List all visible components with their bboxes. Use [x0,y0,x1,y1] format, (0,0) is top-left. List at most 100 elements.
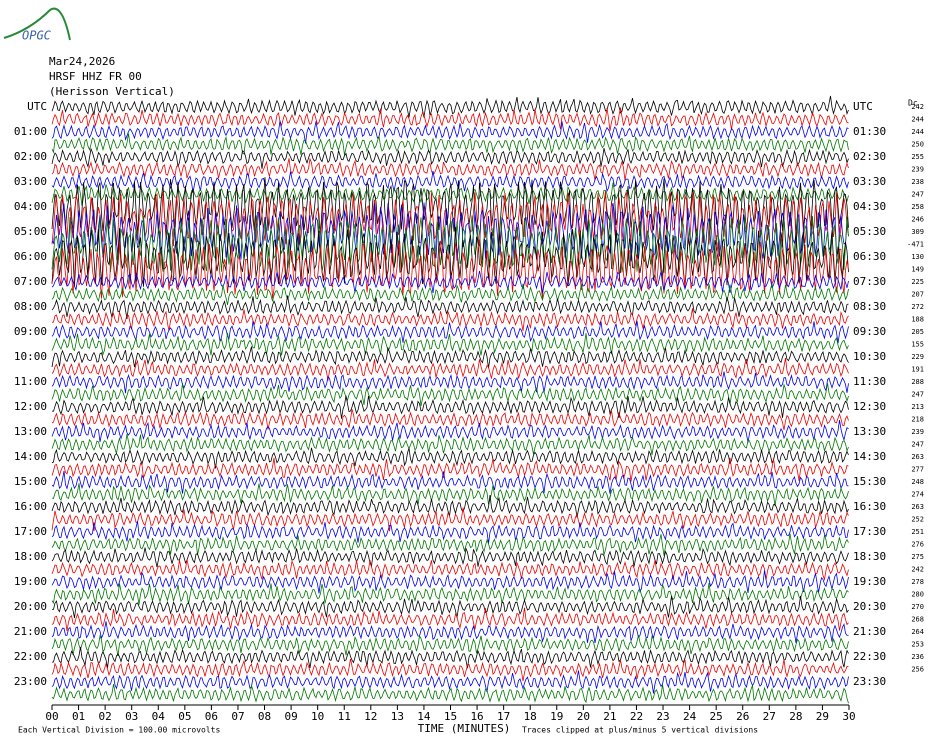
trace [51,483,849,507]
traces [51,95,849,704]
trace [51,295,849,319]
trace [51,320,849,344]
x-tick-label: 22 [630,710,643,723]
dc-value: 218 [911,416,924,424]
dc-value: 238 [911,178,924,186]
trace [51,395,849,419]
x-tick-label: 21 [603,710,616,723]
left-time-label: 07:00 [14,275,47,288]
left-time-label: 11:00 [14,375,47,388]
left-time-label: 18:00 [14,550,47,563]
x-tick-label: 20 [577,710,590,723]
left-time-label: 04:00 [14,200,47,213]
dc-value: 188 [911,316,924,324]
x-tick-label: 05 [178,710,191,723]
dc-value: 272 [911,303,924,311]
dc-value: 213 [911,403,924,411]
x-tick-label: 24 [683,710,697,723]
trace [51,240,849,300]
trace [51,332,849,356]
left-time-label: 23:00 [14,675,47,688]
trace [51,658,849,682]
dc-value: 263 [911,503,924,511]
dc-value: 253 [911,641,924,649]
dc-value: -471 [907,241,924,249]
trace [51,533,849,556]
left-time-label: 21:00 [14,625,47,638]
dc-value: 247 [911,391,924,399]
right-time-label: 04:30 [853,200,886,213]
dc-header: Dc [908,99,918,108]
left-time-label: 13:00 [14,425,47,438]
dc-value: 244 [911,128,924,136]
trace [51,570,849,594]
x-tick-label: 01 [72,710,85,723]
trace [51,420,849,443]
logo-mark [3,7,71,41]
right-time-label: 13:30 [853,425,886,438]
trace [51,409,849,431]
right-time-label: 02:30 [853,150,886,163]
left-time-label: UTC [27,100,47,113]
right-time-label: 23:30 [853,675,886,688]
trace [51,383,849,407]
x-tick-label: 29 [816,710,829,723]
dc-value: 155 [911,341,924,349]
date: Mar24,2026 [49,55,115,68]
x-tick-label: 02 [99,710,112,723]
x-tick-label: 14 [417,710,431,723]
trace [51,227,849,287]
station: HRSF HHZ FR 00 [49,70,142,83]
right-time-label: 08:30 [853,300,886,313]
trace [51,371,849,394]
dc-value: 207 [911,291,924,299]
trace [51,646,849,669]
x-tick-label: 00 [45,710,58,723]
left-time-label: 19:00 [14,575,47,588]
dc-value: 191 [911,366,924,374]
right-time-label: 15:30 [853,475,886,488]
left-time-label: 05:00 [14,225,47,238]
x-tick-label: 13 [391,710,404,723]
trace [51,358,849,381]
dc-value: 229 [911,353,924,361]
right-time-label: UTC [853,100,873,113]
trace [51,133,849,156]
trace [51,470,849,494]
right-time-label: 17:30 [853,525,886,538]
x-axis-title: TIME (MINUTES) [418,722,511,735]
dc-value: 264 [911,628,924,636]
trace [51,147,849,169]
x-tick-label: 11 [338,710,351,723]
trace [51,507,849,532]
trace [51,521,849,544]
trace [51,457,849,482]
clip-note: Traces clipped at plus/minus 5 vertical … [522,726,758,735]
x-tick-label: 15 [444,710,457,723]
trace [51,634,849,657]
right-time-label: 16:30 [853,500,886,513]
dc-value: 236 [911,653,924,661]
trace [51,177,849,237]
dc-value: 244 [911,116,924,124]
right-time-label: 07:30 [853,275,886,288]
right-time-label: 11:30 [853,375,886,388]
x-tick-label: 23 [656,710,669,723]
dc-value: 258 [911,203,924,211]
trace [51,607,849,631]
x-tick-label: 10 [311,710,324,723]
right-time-label: 06:30 [853,250,886,263]
dc-value: 268 [911,616,924,624]
right-time-label: 09:30 [853,325,886,338]
left-time-label: 16:00 [14,500,47,513]
x-tick-label: 06 [205,710,218,723]
dc-value: 274 [911,491,924,499]
dc-value: 130 [911,253,924,261]
x-tick-label: 12 [364,710,377,723]
x-tick-label: 27 [763,710,776,723]
trace [51,95,849,118]
location: (Herisson Vertical) [49,85,175,98]
trace [51,495,849,518]
trace [51,595,849,619]
logo: OPGC [22,29,52,43]
